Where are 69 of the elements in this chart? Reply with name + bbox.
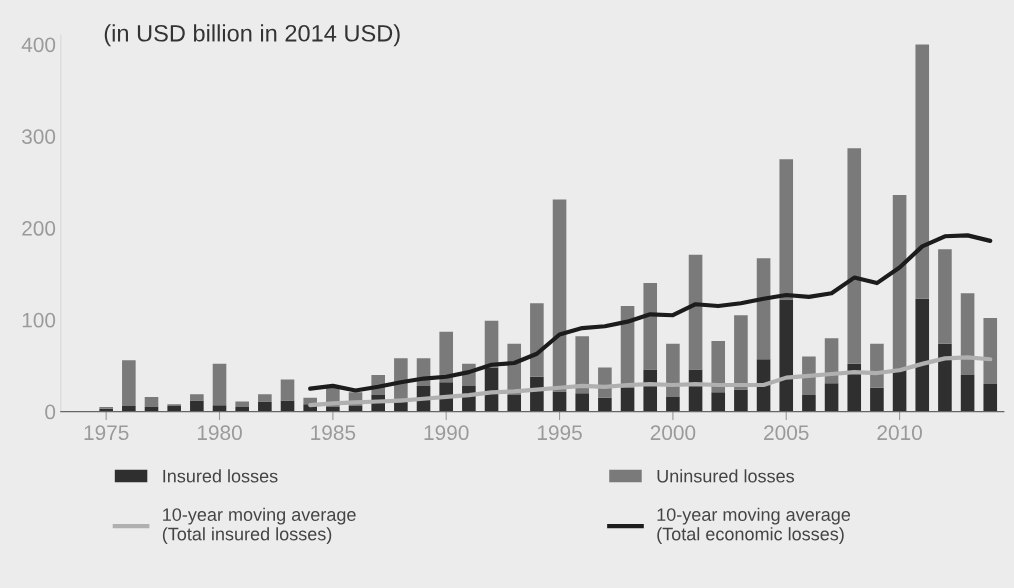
- x-tick-label: 2000: [650, 425, 696, 441]
- bar: [983, 384, 998, 412]
- bar: [870, 343, 884, 388]
- bar: [235, 407, 249, 412]
- bar: [620, 387, 635, 412]
- legend-label: Insured losses: [163, 469, 278, 483]
- bar: [688, 254, 703, 370]
- bar: [258, 401, 272, 412]
- bar: [190, 394, 204, 401]
- bar: [190, 400, 204, 412]
- bar: [666, 343, 680, 397]
- line-series: [308, 233, 993, 393]
- bar: [258, 394, 272, 402]
- chart-title: (in USD billion in 2014 USD): [104, 24, 400, 47]
- bar: [552, 199, 567, 392]
- bar: [530, 303, 544, 377]
- bar: [666, 396, 680, 412]
- bar: [144, 396, 159, 408]
- bar: [779, 159, 794, 300]
- bar: [802, 395, 816, 412]
- bar: [892, 194, 907, 369]
- bar: [507, 395, 522, 412]
- bar: [122, 360, 136, 407]
- x-tick-label: 2005: [764, 425, 809, 441]
- bar: [734, 315, 748, 390]
- bar: [575, 336, 590, 394]
- bar: [212, 363, 227, 406]
- y-tick-label: 300: [22, 129, 56, 144]
- bar: [212, 405, 227, 412]
- y-tick-label: 200: [22, 221, 56, 236]
- bar: [711, 392, 726, 412]
- bar: [960, 293, 975, 375]
- x-tick-label: 2010: [877, 425, 922, 441]
- bar: [983, 317, 998, 385]
- bar: [552, 391, 567, 412]
- bar: [779, 299, 794, 412]
- bar: [870, 387, 884, 412]
- bar: [756, 258, 771, 360]
- bar: [439, 331, 454, 383]
- x-tick-label: 1980: [197, 425, 242, 441]
- bar: [167, 406, 181, 412]
- x-tick-label: 1995: [537, 425, 582, 441]
- bar: [122, 406, 136, 412]
- bar: [643, 283, 658, 370]
- y-tick-label: 0: [45, 404, 56, 420]
- bar: [575, 393, 590, 412]
- legend-label: 10-year moving average (Total economic losses): [657, 507, 851, 545]
- bar: [938, 249, 952, 344]
- line-series: [308, 355, 993, 408]
- bar: [280, 379, 295, 401]
- bar: [915, 298, 930, 412]
- bar: [824, 383, 839, 412]
- x-tick-label: 1975: [84, 425, 129, 441]
- x-tick-label: 1985: [311, 425, 356, 441]
- legend-label: Uninsured losses: [657, 469, 795, 483]
- y-tick-label: 400: [21, 37, 56, 53]
- bar: [915, 44, 930, 299]
- bar: [734, 389, 748, 412]
- bar: [847, 148, 862, 364]
- y-tick-label: 100: [22, 312, 56, 328]
- bar: [326, 407, 340, 412]
- x-tick-label: 1990: [424, 425, 469, 441]
- legend-label: 10-year moving average (Total insured losses): [162, 507, 356, 545]
- bar: [598, 397, 612, 412]
- bar: [938, 343, 952, 412]
- bar: [847, 363, 862, 412]
- bar: [960, 374, 975, 412]
- bar: [235, 401, 249, 408]
- bar: [711, 340, 726, 393]
